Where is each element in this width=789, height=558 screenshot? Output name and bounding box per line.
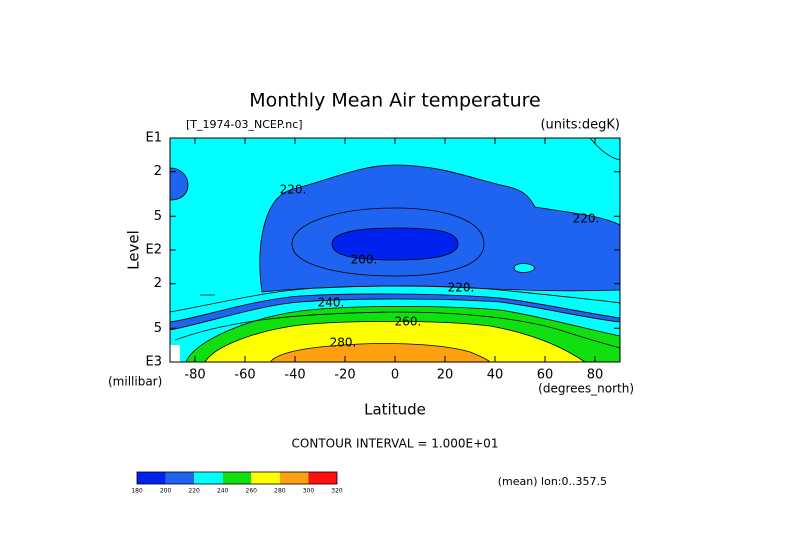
x-tick-label: 0 [391,368,399,383]
y-tick-label: 5 [154,209,162,224]
contour-line [170,285,620,313]
contour-label: 280. [330,336,357,350]
contour-region [513,263,536,273]
contour-label: 260. [395,315,422,329]
x-tick-label: -80 [184,368,205,383]
x-tick-label: -20 [334,368,355,383]
y-tick-label: 2 [154,276,162,291]
colorbar-label: 220 [188,488,200,495]
y-tick-label: E2 [146,243,163,258]
below-ground [170,345,180,362]
x-tick-label: -40 [284,368,305,383]
contour-line [589,138,620,161]
y-axis-label: Level [125,230,143,270]
contour-region [331,227,459,261]
x-axis-label: Latitude [364,401,426,419]
colorbar-swatch [194,472,223,484]
contour-line [174,311,620,349]
y-tick-label: E3 [146,355,163,370]
footer: (mean) lon:0..357.5 [498,475,607,488]
colorbar-swatch [137,472,166,484]
colorbar-label: 260 [246,488,258,495]
x-tick-label: 80 [587,368,604,383]
colorbar-swatch [165,472,195,484]
colorbar-swatch [308,472,337,484]
plot-area [170,138,620,362]
contour-region [170,167,189,201]
contour-interval: CONTOUR INTERVAL = 1.000E+01 [292,437,499,451]
file-label: [T_1974-03_NCEP.nc] [186,118,303,131]
x-tick-label: 40 [487,368,504,383]
colorbar-swatch [251,472,280,484]
colorbar-swatch [222,472,252,484]
colorbar-swatch [279,472,309,484]
colorbar-label: 180 [131,488,143,495]
contour-line [291,207,485,277]
units-label: (units:degK) [540,118,620,133]
contour-fill [170,138,620,362]
colorbar-frame [136,471,338,485]
colorbar-label: 300 [303,488,315,495]
y-tick-label: 5 [154,321,162,336]
contour-label: 200. [351,253,378,267]
colorbar-label: 200 [160,488,172,495]
x-tick-label: 20 [437,368,454,383]
x-tick-label: 60 [537,368,554,383]
chart-title: Monthly Mean Air temperature [249,90,540,112]
x-units: (degrees_north) [538,382,634,396]
colorbar-label: 320 [331,488,343,495]
contour-label: 220. [448,281,475,295]
contour-label: 220. [280,183,307,197]
y-tick-label: E1 [146,131,163,146]
contour-region [269,343,491,362]
y-tick-label: 2 [154,164,162,179]
contour-label: 220. [573,212,600,226]
y-units: (millibar) [108,375,162,389]
x-tick-label: -60 [234,368,255,383]
contour-label: 240. [318,296,345,310]
colorbar-label: 240 [217,488,229,495]
colorbar-label: 280 [274,488,286,495]
